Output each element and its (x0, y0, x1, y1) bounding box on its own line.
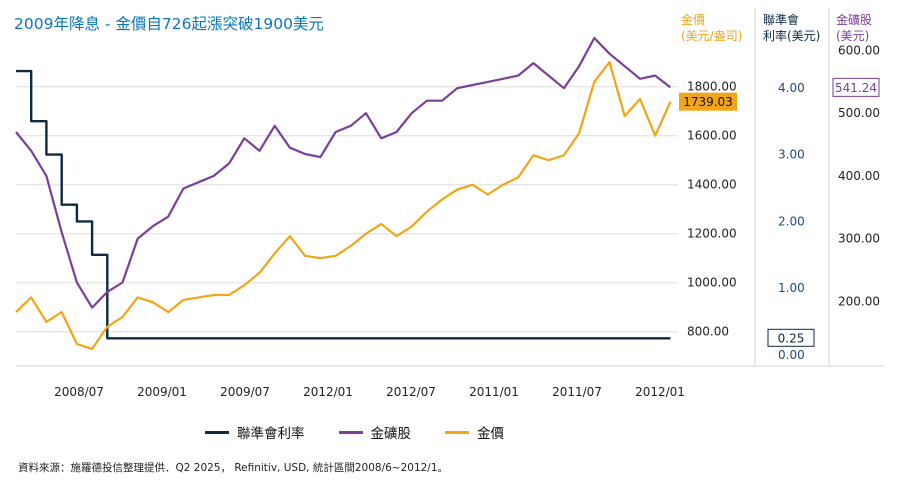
chart-legend: 聯準會利率 金礦股 金價 (205, 422, 504, 442)
x-tick-label-2: 2009/07 (220, 385, 270, 399)
x-tick-label-0: 2008/07 (54, 385, 104, 399)
legend-item-rate: 聯準會利率 (205, 422, 305, 442)
gold-tick-label-0: 1800.00 (687, 80, 737, 94)
x-tick-label-4: 2012/07 (386, 385, 436, 399)
series-line-miners (15, 36, 672, 309)
rate-last-value-label: 0.25 (778, 331, 805, 345)
miners-axis-unit: (美元) (836, 29, 870, 43)
miners-tick-label-2: 400.00 (838, 169, 880, 183)
gold-tick-label-3: 1200.00 (687, 227, 737, 241)
miners-axis-header: 金礦股 (美元) (836, 12, 872, 44)
miners-tick-label-0: 600.00 (838, 44, 880, 58)
gold-axis-header: 金價 (美元/盎司) (681, 12, 742, 44)
rate-tick-label-3: 1.00 (778, 281, 805, 295)
rate-tick-label-2: 2.00 (778, 214, 805, 228)
series-line-rate (16, 69, 671, 340)
legend-swatch-rate (205, 430, 229, 434)
legend-label-miners: 金礦股 (370, 426, 412, 442)
gold-tick-label-5: 800.00 (687, 325, 729, 339)
miners-last-value-label: 541.24 (835, 81, 877, 95)
legend-item-miners: 金礦股 (338, 422, 412, 442)
gold-last-value-box (679, 92, 737, 111)
x-tick-label-7: 2012/01 (635, 385, 685, 399)
rate-axis-title: 聯準會 (763, 13, 800, 27)
gold-axis-title: 金價 (681, 13, 706, 27)
miners-tick-label-3: 300.00 (838, 232, 880, 246)
miners-tick-label-1: 500.00 (838, 106, 880, 120)
source-note: 資料來源：施羅德投信整理提供．Q2 2025， Refinitiv, USD, … (18, 462, 449, 474)
rate-axis-unit: 利率(美元) (763, 29, 821, 43)
x-tick-label-1: 2009/01 (137, 385, 187, 399)
rate-tick-label-1: 3.00 (778, 148, 805, 162)
legend-swatch-gold (445, 430, 469, 434)
x-tick-label-6: 2011/07 (552, 385, 602, 399)
rate-tick-label-4: 0.00 (778, 348, 805, 362)
x-tick-label-3: 2012/01 (303, 385, 353, 399)
legend-label-rate: 聯準會利率 (237, 426, 305, 442)
legend-swatch-miners (338, 430, 363, 434)
miners-last-value-box (832, 77, 880, 97)
legend-item-gold: 金價 (445, 422, 504, 442)
miners-axis-title: 金礦股 (836, 13, 873, 27)
rate-last-value-box (767, 328, 815, 347)
legend-label-gold: 金價 (477, 426, 504, 442)
gold-tick-label-2: 1400.00 (687, 178, 737, 192)
gold-tick-label-4: 1000.00 (687, 276, 737, 290)
rate-tick-label-0: 4.00 (778, 81, 805, 95)
series-line-gold (15, 61, 672, 350)
chart-canvas: 2008/07 2009/01 2009/07 2012/01 2012/07 2011/… (15, 8, 884, 399)
gold-last-value-label: 1739.03 (683, 95, 733, 109)
rate-axis-header: 聯準會 利率(美元) (763, 12, 820, 44)
x-tick-label-5: 2011/01 (469, 385, 519, 399)
gold-tick-label-1: 1600.00 (687, 129, 737, 143)
gold-axis-unit: (美元/盎司) (681, 29, 743, 43)
miners-tick-label-4: 200.00 (838, 294, 880, 308)
chart-title: 2009年降息 - 金價自726起漲突破1900美元 (14, 15, 324, 33)
